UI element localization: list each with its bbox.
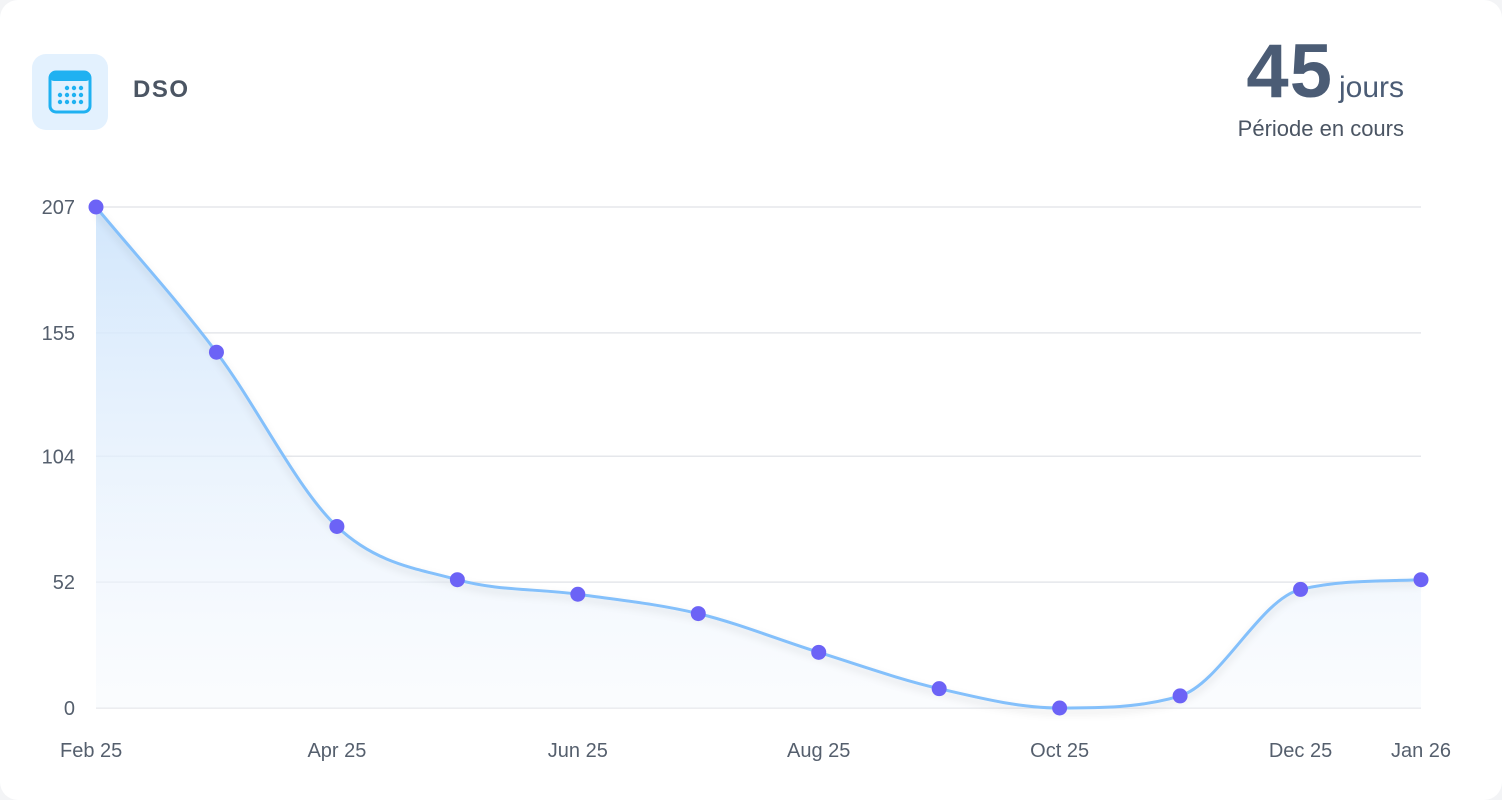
data-point[interactable]	[570, 586, 586, 602]
calendar-icon-tile	[32, 54, 108, 130]
data-point[interactable]	[811, 644, 827, 660]
y-tick-label: 207	[42, 197, 75, 219]
data-point[interactable]	[1293, 581, 1309, 597]
series-line	[94, 206, 1422, 710]
area-fill	[96, 207, 1421, 708]
x-tick-label: Oct 25	[1030, 740, 1089, 762]
data-point[interactable]	[1172, 688, 1188, 704]
kpi-subtitle: Période en cours	[1237, 116, 1404, 141]
data-point[interactable]	[1413, 572, 1429, 588]
x-tick-label: Apr 25	[307, 740, 366, 762]
data-point[interactable]	[931, 681, 947, 697]
x-axis-labels: Feb 25 Apr 25 Jun 25 Aug 25 Oct 25 Dec 25 Jan …	[60, 740, 1451, 762]
data-points	[88, 199, 1429, 716]
data-point[interactable]	[1052, 700, 1068, 716]
kpi-unit: jours	[1338, 71, 1404, 104]
data-point[interactable]	[88, 199, 104, 215]
x-tick-label: Aug 25	[787, 740, 850, 762]
data-point[interactable]	[329, 518, 345, 534]
y-tick-label: 52	[53, 572, 75, 594]
x-tick-label: Dec 25	[1269, 740, 1332, 762]
x-tick-label: Feb 25	[60, 740, 122, 762]
x-tick-label: Jun 25	[548, 740, 608, 762]
y-tick-label: 104	[42, 446, 75, 468]
y-axis-labels: 0 52 104 155 207	[42, 197, 75, 720]
data-point[interactable]	[208, 344, 224, 360]
x-tick-label: Jan 26	[1391, 740, 1451, 762]
kpi-value: 45	[1246, 29, 1333, 114]
data-point[interactable]	[449, 572, 465, 588]
y-tick-label: 0	[64, 698, 75, 720]
kpi-block: 45 jours Période en cours	[1238, 30, 1404, 142]
data-point[interactable]	[690, 606, 706, 622]
calendar-icon	[48, 70, 92, 114]
y-tick-label: 155	[42, 323, 75, 345]
card-title: DSO	[133, 76, 190, 103]
